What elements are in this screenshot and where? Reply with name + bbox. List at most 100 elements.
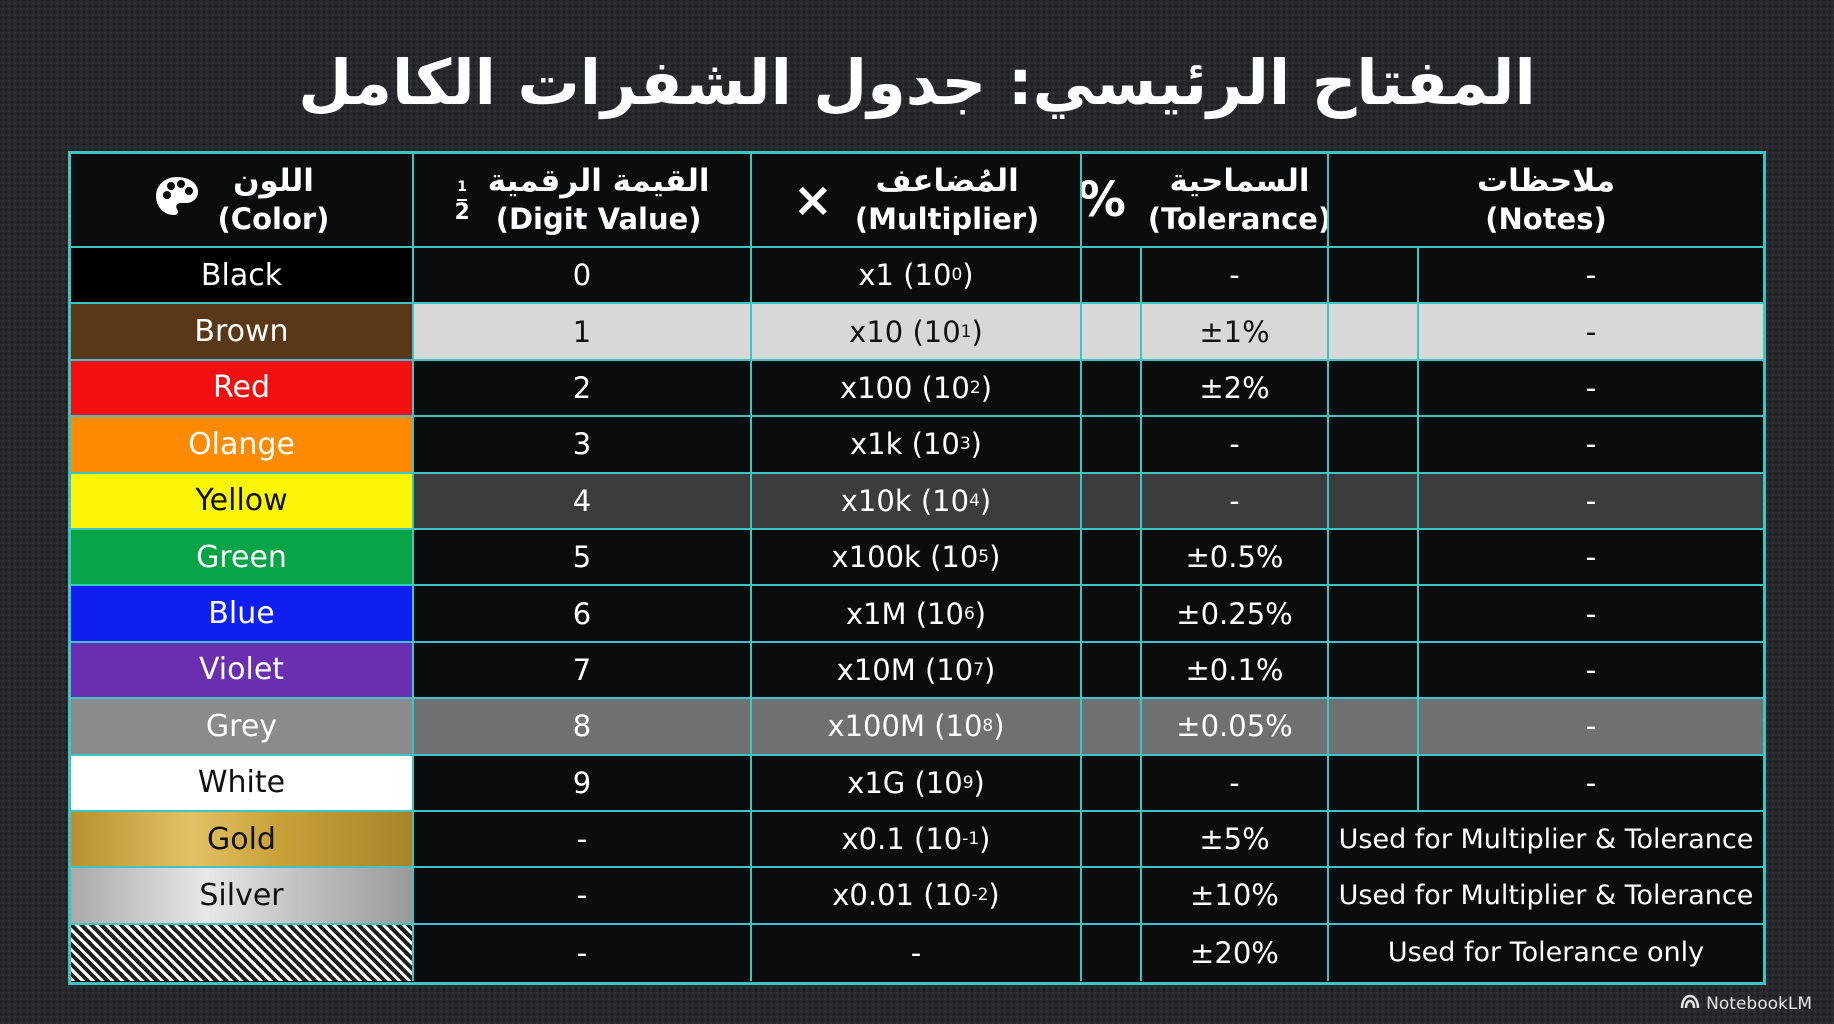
- digit-value: 7: [414, 642, 752, 700]
- tolerance-value: ±0.1%: [1142, 642, 1329, 700]
- digit-value: 5: [414, 529, 752, 587]
- notes-spacer: [1329, 699, 1419, 756]
- notes-value: -: [1419, 755, 1763, 812]
- color-swatch: Green: [71, 529, 414, 587]
- tolerance-value: ±2%: [1142, 360, 1329, 418]
- notes-spacer: [1329, 248, 1419, 305]
- multiplier-value: x100M (10 8): [752, 699, 1082, 756]
- header-color-english: (Color): [217, 202, 330, 236]
- header-multiplier-arabic: المُضاعف: [875, 163, 1019, 199]
- color-swatch: Blue: [71, 586, 414, 643]
- header-notes-english: (Notes): [1485, 202, 1607, 236]
- digit-value: -: [414, 868, 752, 925]
- tolerance-value: ±0.05%: [1142, 699, 1329, 756]
- tolerance-spacer: [1082, 417, 1142, 474]
- header-digit-arabic: القيمة الرقمية: [487, 163, 710, 199]
- header-notes-arabic: ملاحظات: [1476, 163, 1616, 199]
- color-swatch: White: [71, 755, 414, 812]
- multiplier-base: x10 (10: [849, 314, 961, 349]
- header-digit-english: (Digit Value): [495, 202, 702, 236]
- tolerance-spacer: [1082, 248, 1142, 305]
- notes-value: -: [1419, 360, 1763, 418]
- tolerance-spacer: [1082, 529, 1142, 587]
- notes-spacer: [1329, 473, 1419, 530]
- tolerance-value: -: [1142, 473, 1329, 530]
- tolerance-spacer: [1082, 642, 1142, 700]
- digit-value: 3: [414, 417, 752, 474]
- color-swatch: Red: [71, 360, 414, 418]
- tolerance-spacer: [1082, 811, 1142, 869]
- digit-value: 2: [414, 360, 752, 418]
- notes-value: -: [1419, 529, 1763, 587]
- digit-value: 6: [414, 586, 752, 643]
- tolerance-value: ±0.5%: [1142, 529, 1329, 587]
- tolerance-value: ±1%: [1142, 304, 1329, 361]
- notes-spacer: [1329, 304, 1419, 361]
- color-swatch: Grey: [71, 699, 414, 756]
- digit-value: 9: [414, 755, 752, 812]
- notebooklm-logo-icon: [1680, 993, 1706, 1014]
- header-tolerance-english: (Tolerance): [1147, 202, 1329, 236]
- digits-icon: 1 2: [454, 177, 469, 224]
- digit-value: 4: [414, 473, 752, 530]
- multiplier-value: x100 (10 2): [752, 360, 1082, 418]
- tolerance-spacer: [1082, 304, 1142, 361]
- notes-spacer: [1329, 642, 1419, 700]
- digit-value: -: [414, 924, 752, 982]
- multiplier-value: x1M (10 6): [752, 586, 1082, 643]
- color-swatch: Yellow: [71, 473, 414, 530]
- multiplier-base: x1M (10: [845, 596, 964, 631]
- color-swatch: Violet: [71, 642, 414, 700]
- digit-value: 1: [414, 304, 752, 361]
- multiplier-value: x1 (10 0): [752, 248, 1082, 305]
- multiplier-value: x10k (10 4): [752, 473, 1082, 530]
- digit-value: -: [414, 811, 752, 869]
- color-swatch: Brown: [71, 304, 414, 361]
- tolerance-spacer: [1082, 586, 1142, 643]
- notes-value: Used for Tolerance only: [1329, 924, 1763, 982]
- multiplier-base: x10M (10: [836, 652, 974, 687]
- multiplier-base: x0.01 (10: [832, 878, 972, 913]
- notes-value: -: [1419, 417, 1763, 474]
- notes-spacer: [1329, 755, 1419, 812]
- percent-icon: %: [1082, 172, 1126, 228]
- header-tolerance-arabic: السماحية: [1169, 163, 1310, 199]
- header-color: اللون (Color): [71, 154, 414, 248]
- palette-icon: [154, 175, 200, 226]
- multiplier-base: x1 (10: [858, 258, 952, 293]
- multiplier-value: x100k (10 5): [752, 529, 1082, 587]
- color-swatch: Silver: [71, 868, 414, 925]
- color-swatch: Olange: [71, 417, 414, 474]
- notes-spacer: [1329, 586, 1419, 643]
- tolerance-value: ±20%: [1142, 924, 1329, 982]
- multiplier-value: x0.1 (10 -1): [752, 811, 1082, 869]
- multiplier-value: x1G (10 9): [752, 755, 1082, 812]
- notes-value: -: [1419, 248, 1763, 305]
- color-swatch: [71, 924, 414, 982]
- table-grid: اللون (Color) 1 2 القيمة الرقمية (Digit …: [71, 154, 1763, 982]
- notes-value: -: [1419, 473, 1763, 530]
- multiplier-base: x100 (10: [839, 370, 970, 405]
- header-color-arabic: اللون: [233, 163, 314, 199]
- multiplier-base: x1k (10: [850, 427, 960, 462]
- header-digit: 1 2 القيمة الرقمية (Digit Value): [414, 154, 752, 248]
- tolerance-spacer: [1082, 924, 1142, 982]
- multiplier-value: x10M (10 7): [752, 642, 1082, 700]
- multiplier-value: x1k (10 3): [752, 417, 1082, 474]
- multiplier-base: x100k (10: [831, 540, 979, 575]
- multiplier-value: x10 (10 1): [752, 304, 1082, 361]
- multiplier-base: x0.1 (10: [841, 822, 963, 857]
- tolerance-spacer: [1082, 699, 1142, 756]
- multiplier-value: -: [752, 924, 1082, 982]
- tolerance-value: ±10%: [1142, 868, 1329, 925]
- tolerance-spacer: [1082, 868, 1142, 925]
- notes-spacer: [1329, 360, 1419, 418]
- notes-value: -: [1419, 304, 1763, 361]
- tolerance-value: ±5%: [1142, 811, 1329, 869]
- digit-value: 0: [414, 248, 752, 305]
- notes-spacer: [1329, 417, 1419, 474]
- tolerance-value: ±0.25%: [1142, 586, 1329, 643]
- tolerance-value: -: [1142, 755, 1329, 812]
- tolerance-spacer: [1082, 360, 1142, 418]
- header-multiplier-english: (Multiplier): [854, 202, 1040, 236]
